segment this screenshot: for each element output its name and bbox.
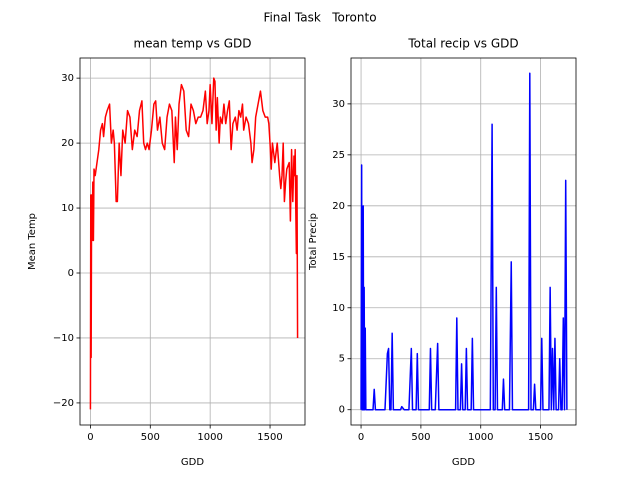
x-tick-label: 0 xyxy=(87,432,93,443)
axes-frame xyxy=(79,57,306,426)
axes-frame xyxy=(350,57,577,426)
x-tick-label: 1000 xyxy=(197,432,222,443)
x-tick-label: 1500 xyxy=(257,432,282,443)
y-tick-label: 20 xyxy=(61,138,74,149)
x-axis-label: GDD xyxy=(452,457,475,468)
data-line xyxy=(89,77,299,410)
y-tick-label: 5 xyxy=(339,354,345,365)
x-tick-label: 1500 xyxy=(528,432,553,443)
chart-title: Total recip vs GDD xyxy=(407,37,518,51)
y-tick-label: 30 xyxy=(332,99,345,110)
x-tick-label: 0 xyxy=(358,432,364,443)
y-tick-label: 10 xyxy=(61,203,74,214)
x-tick-label: 500 xyxy=(411,432,430,443)
y-axis-label: Total Precip xyxy=(308,213,319,271)
x-tick-label: 1000 xyxy=(468,432,493,443)
x-tick-label: 500 xyxy=(141,432,160,443)
y-tick-label: 15 xyxy=(332,252,345,263)
y-tick-label: 10 xyxy=(332,303,345,314)
y-axis-label: Mean Temp xyxy=(27,213,38,270)
y-tick-label: 20 xyxy=(332,201,345,212)
x-axis-label: GDD xyxy=(181,457,204,468)
chart-title: mean temp vs GDD xyxy=(133,37,251,51)
y-tick-label: −10 xyxy=(53,333,74,344)
y-tick-label: −20 xyxy=(53,398,74,409)
y-tick-label: 0 xyxy=(68,268,74,279)
y-tick-label: 0 xyxy=(339,405,345,416)
figure-title: Final Task Toronto xyxy=(263,11,376,25)
data-line xyxy=(360,72,568,411)
y-tick-label: 25 xyxy=(332,150,345,161)
y-tick-label: 30 xyxy=(61,73,74,84)
